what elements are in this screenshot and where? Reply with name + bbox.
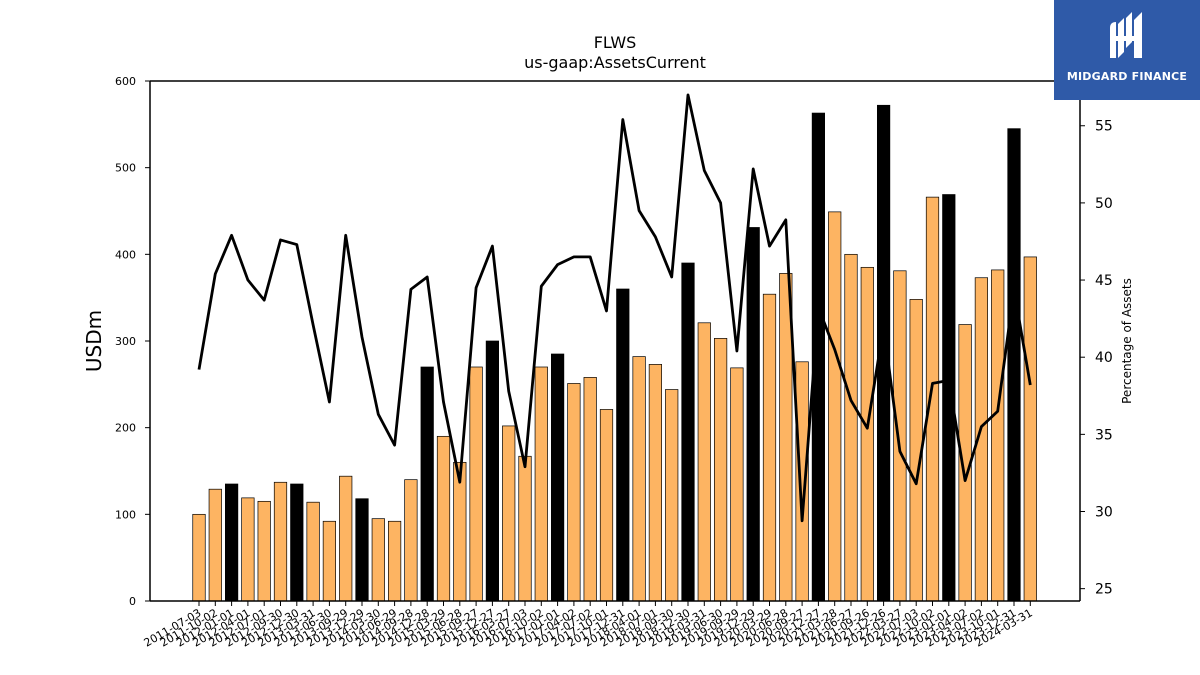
bar-2019-09-29: [730, 367, 744, 602]
bar-2020-03-29: [762, 293, 777, 602]
axes-group: [149, 80, 1081, 602]
bar-2018-04-01: [632, 356, 646, 602]
line-group: [197, 93, 1032, 523]
y2-axis-label: Percentage of Assets: [1120, 278, 1134, 404]
brand-logo: MIDGARD FINANCE: [1054, 0, 1200, 100]
bar-2014-06-29: [388, 520, 402, 602]
bar-2015-12-27: [485, 340, 499, 602]
chart-title: FLWS: [594, 33, 637, 52]
bar-2018-07-01: [648, 364, 663, 602]
bar-2023-12-31: [1007, 128, 1021, 602]
y2-tick-label: 45: [1095, 273, 1113, 289]
bar-2012-09-30: [273, 481, 288, 602]
y-tick-label: 300: [115, 335, 136, 348]
bar-2019-03-31: [697, 322, 711, 602]
ticks-group: 0100200300400500600253035404550552011-07…: [115, 75, 1113, 650]
bar-2022-10-02: [925, 196, 940, 602]
bar-2017-07-02: [583, 377, 597, 602]
bar-2015-09-27: [469, 366, 483, 602]
y-axis-label: USDm: [82, 310, 106, 372]
bar-2014-03-30: [371, 518, 385, 602]
percentage-line: [197, 93, 1032, 523]
bar-2013-12-29: [355, 498, 369, 602]
y-tick-label: 400: [115, 248, 136, 261]
y-tick-label: 0: [129, 595, 136, 608]
bar-2021-06-27: [844, 253, 858, 602]
brand-name: MIDGARD FINANCE: [1066, 70, 1188, 83]
y2-tick-label: 55: [1095, 119, 1113, 135]
bar-2011-07-03: [192, 513, 206, 602]
y-tick-label: 500: [115, 162, 136, 175]
bar-2014-12-28: [420, 366, 434, 602]
y-tick-label: 200: [115, 422, 136, 435]
bar-2016-10-02: [534, 366, 548, 602]
y-tick-label: 600: [115, 75, 136, 88]
bar-2016-03-27: [502, 425, 516, 602]
bar-2013-03-31: [306, 501, 320, 602]
chart-subtitle: us-gaap:AssetsCurrent: [524, 53, 706, 72]
bar-2024-03-31: [1023, 256, 1037, 602]
bar-2018-12-30: [681, 262, 695, 602]
bar-2013-09-29: [339, 475, 353, 602]
bar-2011-10-02: [208, 488, 222, 602]
bar-2021-09-26: [860, 266, 874, 602]
y2-tick-label: 50: [1095, 196, 1113, 212]
bar-2017-10-01: [599, 409, 614, 602]
bar-2012-04-01: [241, 497, 255, 602]
y2-tick-label: 30: [1095, 505, 1113, 521]
y2-tick-label: 40: [1095, 350, 1113, 366]
bar-2014-09-28: [404, 479, 418, 602]
y-tick-label: 100: [115, 508, 136, 521]
bar-2015-03-29: [436, 435, 451, 602]
bar-2017-04-02: [567, 383, 581, 602]
bar-2013-06-30: [322, 520, 336, 602]
y2-tick-label: 25: [1095, 582, 1113, 598]
bar-2012-07-01: [257, 500, 271, 602]
bar-2017-12-31: [616, 288, 630, 602]
bar-2016-07-03: [518, 455, 532, 602]
bar-2019-12-29: [746, 227, 760, 602]
bar-2021-03-28: [828, 211, 842, 602]
logo-mark-icon: [1110, 12, 1142, 58]
bar-2018-09-30: [665, 389, 679, 602]
bar-2012-01-01: [225, 483, 239, 602]
bar-2022-03-27: [893, 270, 907, 602]
y2-tick-label: 35: [1095, 427, 1113, 443]
bar-2012-12-30: [290, 483, 304, 602]
bar-2017-01-01: [550, 353, 565, 602]
bar-2019-06-30: [713, 338, 728, 602]
bar-2023-01-01: [942, 194, 956, 602]
bar-2023-10-01: [991, 269, 1005, 602]
